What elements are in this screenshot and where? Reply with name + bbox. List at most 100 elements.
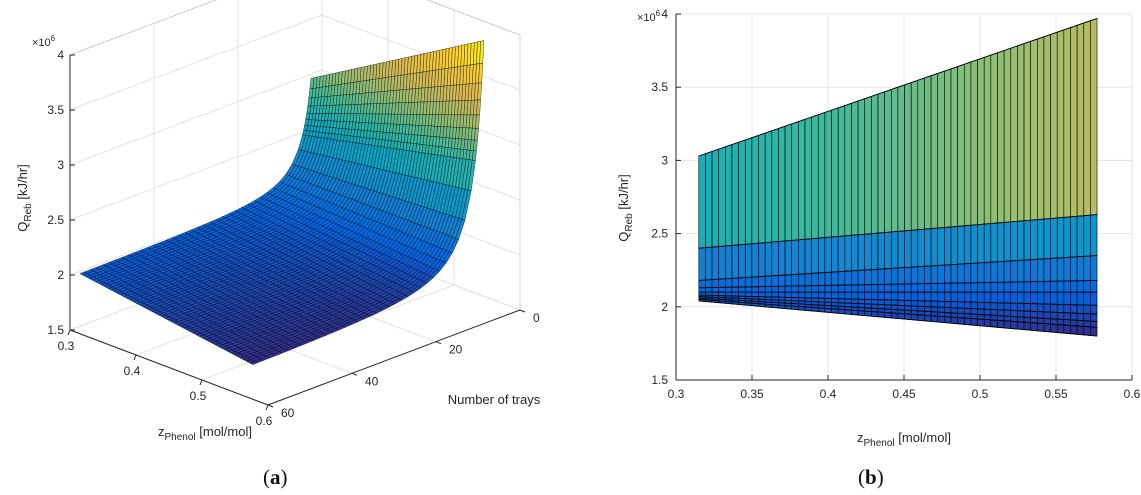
surface-cell [950,291,958,303]
surface-cell [725,245,733,280]
surface-cell [1017,281,1025,293]
surface-cell [1037,311,1045,319]
surface-cell [957,282,965,293]
surface-cell [904,82,912,232]
surface-cell [1090,313,1098,322]
surface-cell [924,265,932,284]
surface-cell [758,275,766,287]
surface-cell [1030,38,1038,221]
surface-cell [1003,260,1012,283]
surface-cell [983,54,992,225]
surface-cell [1017,43,1025,222]
surface-cell [817,285,826,293]
surface-cell [1037,317,1045,324]
surface-cell [957,317,965,325]
surface-cell [744,243,753,278]
surface-cell [917,300,925,307]
surface-cell [1056,217,1065,259]
surface-cell [1056,312,1065,320]
surface-cell [731,277,739,288]
x-tick-mark [67,329,71,336]
surface-cell [937,306,945,313]
surface-cell [1070,24,1078,218]
surface-cell [1056,280,1065,293]
surface-cell [1043,303,1051,313]
surface-cell [1043,317,1051,325]
surface-cell [1070,312,1078,321]
surface-cell [811,291,819,299]
chart-b: 0.3 0.35 0.4 0.45 0.5 0.55 0.6 1.5 2 2.5 3 3.5 4 ×10… [616,7,1140,449]
surface-cell [804,291,812,299]
surface-cell [944,264,952,284]
surface-cell [1090,326,1098,337]
surface-cell [977,282,985,293]
surface-cell [804,238,812,275]
surface-cell [1056,324,1065,334]
surface-cell [957,225,965,265]
surface-cell [897,299,905,306]
surface-cell [957,301,965,309]
surface-cell [1090,280,1098,293]
surface-cell [1083,214,1091,257]
surface-cell [1017,259,1025,283]
z-tick-label: 2 [57,268,64,282]
surface-cell [1063,324,1071,335]
surface-cell [804,285,812,293]
surface-cell [837,235,846,273]
surface-cell [831,291,839,299]
surface-cell [711,246,720,280]
x-tick-label: 0.4 [820,387,837,401]
surface-cell [1090,17,1098,216]
surface-cell [1010,291,1018,304]
surface-cell [1076,312,1085,321]
surface-cell [1030,219,1038,261]
surface-cell [1050,303,1058,313]
surface-cell [924,300,932,308]
surface-cell [791,239,799,275]
surface-cell [904,266,912,285]
surface-cell [1083,291,1091,306]
surface-cell [950,282,958,293]
surface-cell [930,291,939,302]
surface-cell [698,153,706,249]
surface-cell [1076,256,1085,282]
x-tick-label: 0.3 [668,387,685,401]
surface-cell [937,291,945,302]
surface-cell [837,291,846,300]
surface-cell [824,285,832,293]
surface-cell [1030,322,1038,332]
surface-cell [983,223,992,263]
surface-cell [930,300,939,308]
surface-cell [937,282,945,293]
surface-cell [1010,281,1018,293]
surface-cell [1083,280,1091,293]
surface-cell [1090,255,1098,281]
surface-cell [1023,281,1031,293]
z-tick-label: 3.5 [47,103,64,117]
surface-cell [1003,47,1012,223]
surface-cell [1070,304,1078,314]
surface-cell [1010,320,1018,330]
surface-cell [997,222,1005,263]
surface-cell [871,284,879,293]
surface-cell [877,291,885,301]
surface-cell [970,262,978,284]
x-tick-label: 0.5 [190,389,207,403]
surface-cell [990,302,998,311]
surface-cell [1050,217,1058,259]
surface-cell [851,234,859,272]
surface-cell [1023,40,1031,222]
surface-cell [917,77,925,231]
surface-cell [877,91,885,234]
z-tick-label: 3 [57,158,64,172]
surface-cell [864,284,872,293]
surface-cell [778,125,786,242]
surface-cell [851,100,859,236]
surface-cell [698,279,706,289]
chart-a-ticks: 0.3 0.4 0.5 0.6 0 20 40 60 1.5 2 2.5 3 3.5 4 [47,48,540,428]
surface-cell [791,273,799,287]
surface-cell [837,271,846,286]
y-tick-mark [267,404,274,408]
surface-cell [950,307,958,314]
surface-cell [904,300,912,307]
